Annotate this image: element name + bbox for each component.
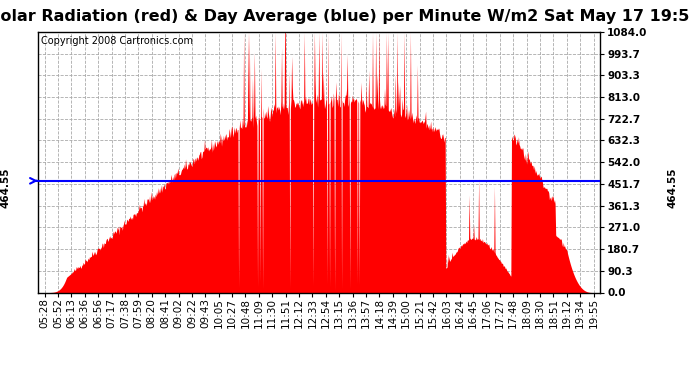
Text: Copyright 2008 Cartronics.com: Copyright 2008 Cartronics.com [41,36,193,46]
Text: Solar Radiation (red) & Day Average (blue) per Minute W/m2 Sat May 17 19:59: Solar Radiation (red) & Day Average (blu… [0,9,690,24]
Text: 464.55: 464.55 [1,167,10,208]
Text: 464.55: 464.55 [668,167,678,208]
